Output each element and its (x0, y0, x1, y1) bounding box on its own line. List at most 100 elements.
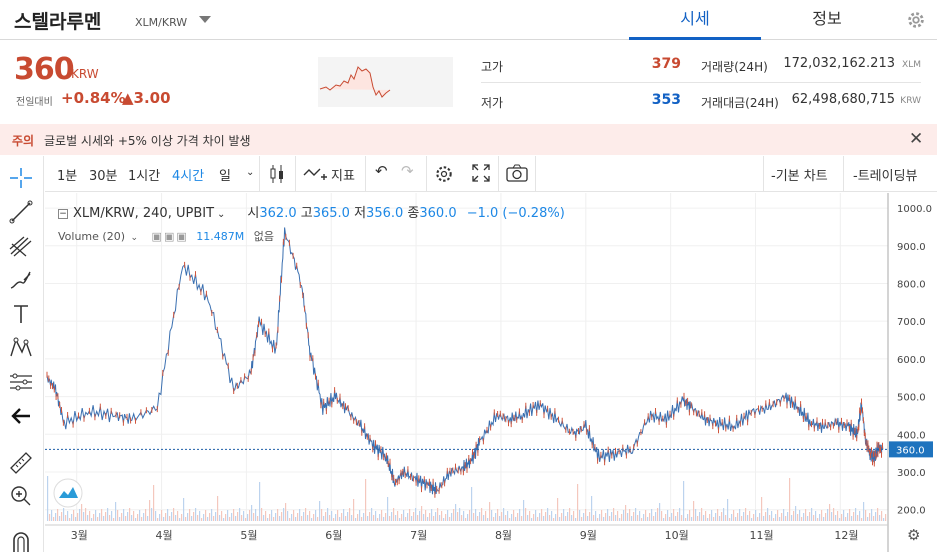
settings-gear-icon[interactable] (905, 9, 927, 31)
basic-chart-button[interactable]: -기본 차트 (771, 169, 828, 184)
toolbar-divider (426, 156, 427, 192)
volume-bar (829, 504, 831, 521)
top-header: 스텔라루멘 XLM/KRW 시세 정보 (0, 0, 937, 40)
volume-bar (771, 511, 773, 521)
interval-1h[interactable]: 1시간 (128, 169, 161, 184)
legend-dropdown-icon[interactable]: ⌄ (217, 209, 226, 220)
legend-open: 362.0 (259, 206, 297, 221)
volume-bar (593, 515, 595, 521)
volume-bar (835, 515, 837, 521)
undo-icon[interactable]: ↶ (375, 162, 388, 180)
volume-bar (383, 517, 385, 521)
volume-bar (651, 509, 653, 521)
volume-bar (287, 511, 289, 521)
volume-bar (213, 516, 215, 521)
interval-dropdown-icon[interactable]: ⌄ (246, 167, 255, 178)
interval-4h[interactable]: 4시간 (172, 169, 205, 184)
volume-bar (339, 517, 341, 521)
price-unit: KRW (71, 67, 99, 81)
candle-type-icon[interactable] (269, 164, 285, 184)
volume-bar (493, 517, 495, 521)
chart-toolbar: 1분 30분 1시간 4시간 일 ⌄ 지표 ↶ ↷ -기본 차트 -트레이딩뷰 (45, 156, 937, 192)
close-icon[interactable]: ✕ (909, 129, 924, 149)
legend-change: −1.0 (−0.28%) (466, 206, 565, 221)
volume-bar (689, 510, 691, 521)
volume-bar (261, 508, 263, 521)
zoom-in-icon[interactable] (6, 482, 36, 510)
arrow-left-icon[interactable] (6, 402, 36, 430)
volume-bar (497, 509, 499, 521)
indicators-button[interactable]: 지표 (331, 169, 355, 184)
volume-bar (115, 502, 117, 521)
x-tick-label: 10월 (665, 529, 689, 542)
legend-collapse-icon[interactable]: − (58, 209, 68, 219)
volume-indicator-label[interactable]: Volume (20) (58, 230, 125, 243)
tab-info[interactable]: 정보 (812, 9, 842, 28)
volume-bar (281, 512, 283, 521)
volume-bar (653, 516, 655, 521)
ruler-icon[interactable] (6, 448, 36, 476)
volume-bar (881, 511, 883, 521)
volume-bar (661, 511, 663, 521)
coin-dropdown-icon[interactable] (199, 16, 211, 23)
volume-bar (455, 504, 457, 521)
indicator-icon[interactable] (303, 165, 329, 183)
trade-value: 62,498,680,715 (791, 92, 895, 107)
volume-bar (307, 515, 309, 521)
toolbar-divider (535, 156, 536, 192)
volume-bar (377, 518, 379, 521)
volume-bar (485, 511, 487, 521)
volume-bar (799, 510, 801, 521)
y-tick-label: 200.0 (897, 506, 926, 517)
tradingview-button[interactable]: -트레이딩뷰 (853, 169, 918, 184)
volume-bar (65, 515, 67, 521)
volume-bar (675, 516, 677, 521)
volume-bar (767, 508, 769, 521)
volume-bar (159, 514, 161, 521)
volume-dropdown-icon[interactable]: ⌄ (130, 233, 139, 243)
volume-bar (147, 516, 149, 521)
volume-bar (757, 517, 759, 521)
volume-bar (831, 512, 833, 521)
volume-value: 172,032,162.213 (783, 56, 895, 71)
camera-icon[interactable] (506, 164, 528, 182)
volume-bar (387, 497, 389, 521)
fullscreen-icon[interactable] (472, 164, 490, 182)
volume-settings-icons[interactable]: ▣▣▣ (151, 230, 189, 243)
volume-bar (285, 503, 287, 521)
legend-symbol[interactable]: XLM/KRW, 240, UPBIT (73, 206, 215, 221)
volume-bar (587, 516, 589, 521)
volume-bar (611, 512, 613, 521)
volume-bar (123, 509, 125, 521)
interval-30m[interactable]: 30분 (89, 169, 118, 184)
volume-bar (597, 518, 599, 521)
interval-1m[interactable]: 1분 (57, 169, 78, 184)
crosshair-icon[interactable] (6, 164, 36, 192)
measure-lines-icon[interactable] (6, 368, 36, 396)
interval-day[interactable]: 일 (219, 169, 231, 184)
trend-line-icon[interactable] (6, 198, 36, 226)
volume-bar (839, 518, 841, 521)
brush-icon[interactable] (6, 266, 36, 294)
volume-bar (323, 516, 325, 521)
redo-icon[interactable]: ↷ (401, 162, 414, 180)
fib-tool-icon[interactable] (6, 232, 36, 260)
text-tool-icon[interactable] (6, 300, 36, 328)
volume-bar (49, 514, 51, 521)
tab-market[interactable]: 시세 (629, 0, 761, 40)
volume-bar (733, 510, 735, 521)
volume-bar (313, 514, 315, 521)
chart-settings-icon[interactable] (434, 164, 454, 184)
volume-bar (591, 496, 593, 521)
volume-bar (479, 512, 481, 521)
volume-bar (727, 499, 729, 521)
magnet-icon[interactable] (6, 526, 36, 552)
volume-bar (393, 508, 395, 521)
volume-bar (189, 509, 191, 521)
volume-bar (71, 514, 73, 521)
volume-bar (585, 509, 587, 521)
volume-bar (707, 518, 709, 521)
pattern-icon[interactable] (6, 334, 36, 362)
price-chart[interactable]: 200.0 300.0 400.0 500.0 600.0 700.0 800.0 900.0… (45, 193, 937, 552)
price-series-line (46, 227, 884, 495)
